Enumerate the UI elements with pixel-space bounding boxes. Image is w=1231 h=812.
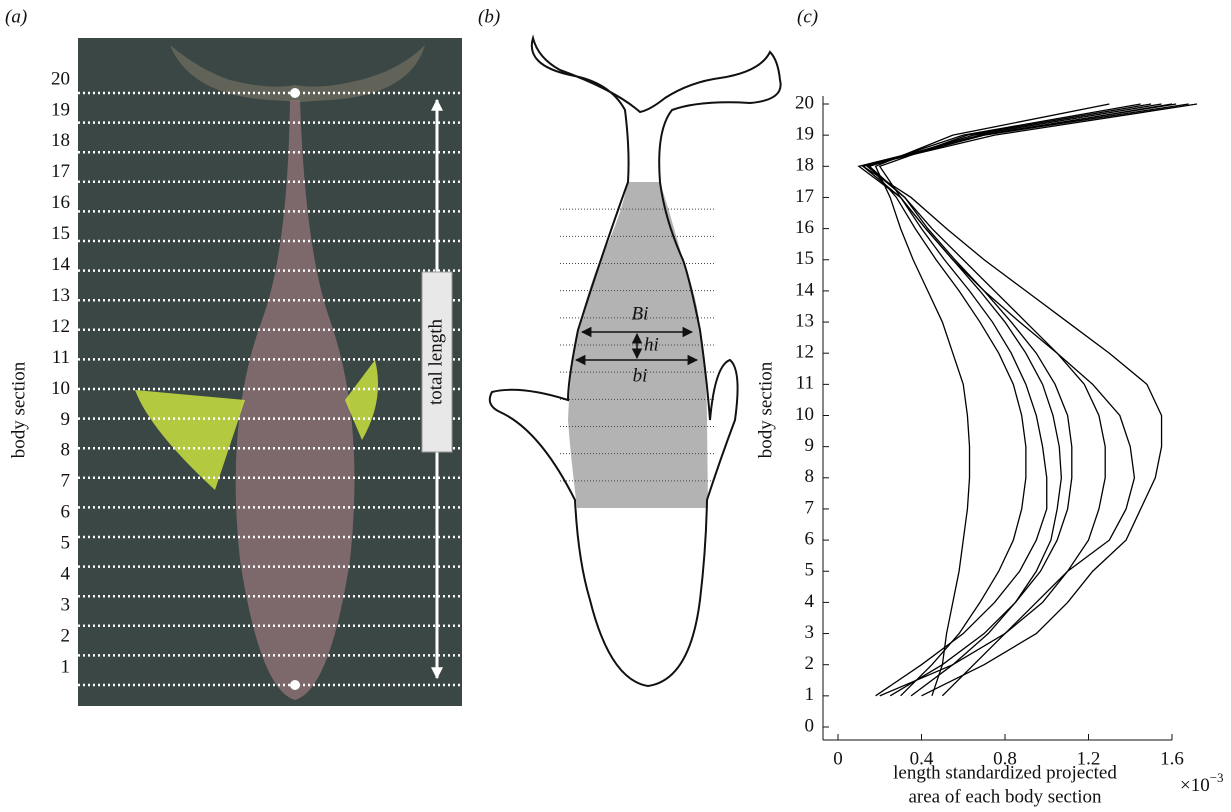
- y-tick-label: 4: [805, 591, 815, 612]
- y-tick-label: 7: [805, 497, 815, 518]
- snout-point: [290, 680, 300, 690]
- series-line: [868, 103, 1162, 697]
- series-line: [868, 103, 1141, 697]
- section-label: 18: [51, 130, 70, 151]
- whale-outline: [488, 34, 782, 688]
- section-label: 12: [51, 316, 70, 337]
- series-line: [861, 103, 1177, 697]
- panel-label: (a): [5, 6, 27, 27]
- x-tick-label: 1.2: [1077, 748, 1101, 769]
- section-label: 1: [61, 656, 71, 677]
- y-tick-label: 2: [805, 653, 815, 674]
- y-tick-label: 19: [795, 124, 814, 145]
- x-axis-label: area of each body section: [908, 786, 1102, 807]
- section-label: 8: [61, 440, 71, 461]
- multiplier-exponent: −3: [1210, 770, 1224, 785]
- section-label: 20: [51, 68, 70, 89]
- y-tick-label: 0: [805, 715, 815, 736]
- y-tick-label: 18: [795, 155, 814, 176]
- y-tick-label: 5: [805, 560, 815, 581]
- tail-point: [290, 88, 300, 98]
- section-label: 14: [51, 254, 71, 275]
- y-tick-label: 14: [795, 279, 815, 300]
- y-tick-label: 11: [796, 373, 814, 394]
- section-label: 11: [52, 347, 70, 368]
- section-label: 4: [61, 564, 71, 585]
- x-tick-label: 0.4: [910, 748, 934, 769]
- y-axis-label: body section: [8, 361, 29, 458]
- y-tick-label: 9: [805, 435, 815, 456]
- label-hi: hi: [644, 334, 659, 355]
- x-axis-label: length standardized projected: [893, 762, 1117, 783]
- x-multiplier: ×10−3: [1180, 770, 1224, 796]
- series-line: [874, 103, 1110, 697]
- y-tick-label: 6: [805, 528, 815, 549]
- annotation: total length: [425, 318, 446, 405]
- y-axis-label: body section: [755, 361, 776, 458]
- annotation-box: [421, 271, 453, 453]
- section-label: 3: [61, 594, 71, 615]
- label-Bi: Bi: [632, 303, 649, 324]
- section-label: 17: [51, 161, 70, 182]
- y-tick-label: 10: [795, 404, 814, 425]
- section-label: 7: [61, 471, 71, 492]
- section-label: 2: [61, 625, 71, 646]
- series-line: [865, 103, 1173, 697]
- panel-label: (c): [797, 6, 818, 27]
- x-tick-label: 1.6: [1160, 748, 1184, 769]
- photo: [78, 38, 462, 706]
- section-label: 13: [51, 285, 70, 306]
- y-tick-label: 13: [795, 310, 814, 331]
- y-tick-label: 8: [805, 466, 815, 487]
- section-label: 10: [51, 378, 70, 399]
- multiplier-base: ×10: [1180, 775, 1210, 796]
- y-tick-label: 1: [805, 684, 815, 705]
- section-label: 6: [61, 502, 71, 523]
- section-label: 15: [51, 223, 70, 244]
- x-tick-label: 0.8: [993, 748, 1017, 769]
- section-label: 9: [61, 409, 71, 430]
- y-tick-label: 20: [795, 92, 814, 113]
- label-bi: bi: [633, 365, 648, 386]
- y-tick-label: 17: [795, 186, 814, 207]
- section-label: 5: [61, 533, 71, 554]
- series-line: [857, 103, 1189, 697]
- section-label: 19: [51, 99, 70, 120]
- y-tick-label: 12: [795, 342, 814, 363]
- x-tick-label: 0: [833, 748, 843, 769]
- y-tick-label: 3: [805, 622, 815, 643]
- y-tick-label: 16: [795, 217, 814, 238]
- section-label: 16: [51, 192, 70, 213]
- y-tick-label: 15: [795, 248, 814, 269]
- series-line: [875, 103, 1152, 697]
- panel-label: (b): [478, 6, 500, 27]
- series-line: [861, 103, 1198, 697]
